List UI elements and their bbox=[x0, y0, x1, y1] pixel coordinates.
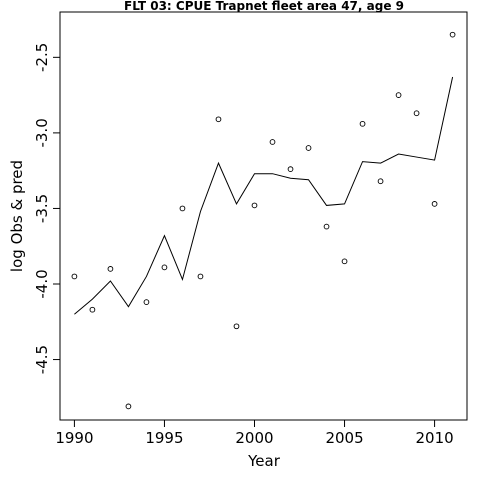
x-axis-label: Year bbox=[247, 452, 281, 470]
chart-title: FLT 03: CPUE Trapnet fleet area 47, age … bbox=[124, 0, 404, 13]
series-layer bbox=[71, 31, 456, 410]
x-tick-label: 1995 bbox=[145, 429, 183, 447]
x-tick-label: 2010 bbox=[415, 429, 453, 447]
observed-point bbox=[323, 223, 330, 230]
y-tick-label: -2.5 bbox=[33, 43, 51, 72]
observed-point bbox=[143, 299, 150, 305]
observed-point bbox=[359, 120, 366, 127]
observed-point bbox=[305, 145, 312, 151]
y-tick-label: -4.0 bbox=[33, 269, 51, 298]
y-axis-label: log Obs & pred bbox=[8, 160, 26, 272]
y-tick-label: -3.5 bbox=[33, 194, 51, 223]
plot-frame bbox=[59, 11, 468, 421]
observed-point bbox=[449, 31, 456, 38]
observed-point bbox=[251, 202, 258, 209]
y-axis: -4.5 -4.0 -3.5 -3.0 -2.5 bbox=[33, 43, 60, 374]
observed-point bbox=[269, 139, 276, 145]
observed-point bbox=[413, 110, 420, 117]
observed-point bbox=[395, 92, 402, 98]
observed-point bbox=[161, 264, 168, 271]
observed-point bbox=[71, 273, 78, 280]
observed-point bbox=[341, 258, 348, 265]
y-tick-label: -3.0 bbox=[33, 118, 51, 147]
observed-point bbox=[233, 323, 240, 330]
observed-point bbox=[179, 205, 186, 212]
observed-point bbox=[431, 201, 438, 207]
y-tick-label: -4.5 bbox=[33, 345, 51, 374]
x-axis: 1990 1995 2000 2005 2010 bbox=[55, 420, 454, 447]
x-tick-label: 2005 bbox=[325, 429, 363, 447]
x-tick-label: 1990 bbox=[55, 429, 93, 447]
observed-point bbox=[197, 273, 204, 280]
observed-point bbox=[125, 403, 132, 410]
observed-point bbox=[287, 166, 294, 173]
observed-point bbox=[215, 116, 222, 123]
observed-point bbox=[107, 266, 114, 272]
observed-point bbox=[89, 306, 96, 313]
predicted-line bbox=[74, 76, 454, 315]
observed-point bbox=[377, 178, 384, 185]
x-tick-label: 2000 bbox=[235, 429, 273, 447]
